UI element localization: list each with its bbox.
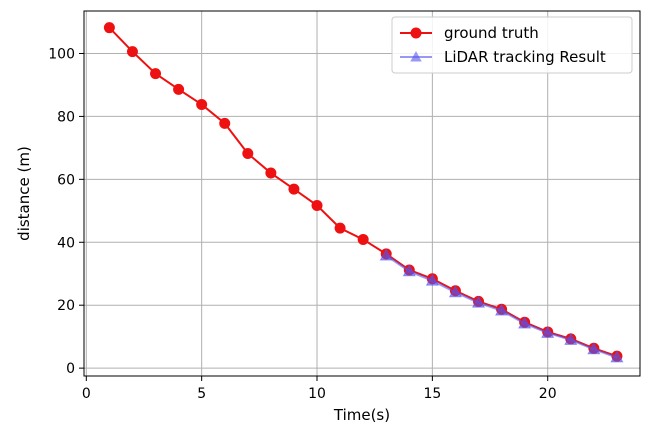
data-point xyxy=(610,350,624,363)
data-point xyxy=(402,264,416,277)
series-lidar-tracking xyxy=(379,248,624,363)
plot-frame xyxy=(83,10,641,377)
axis-ticks: 0 5 10 15 20 0 20 40 60 80 100 xyxy=(48,46,556,402)
data-point xyxy=(334,222,346,234)
data-point xyxy=(541,325,555,338)
y-tick-label: 40 xyxy=(57,235,75,251)
x-tick-label: 0 xyxy=(82,386,91,402)
data-point xyxy=(219,117,231,129)
grid-lines xyxy=(84,11,640,376)
data-point xyxy=(425,273,439,286)
data-point xyxy=(495,303,509,316)
data-point xyxy=(564,332,578,345)
legend: ground truth LiDAR tracking Result xyxy=(391,16,633,74)
data-point xyxy=(448,285,462,298)
x-tick-label: 5 xyxy=(197,386,206,402)
y-tick-label: 80 xyxy=(57,109,75,125)
x-axis-label: Time(s) xyxy=(333,406,390,424)
data-point xyxy=(357,233,369,245)
y-tick-label: 20 xyxy=(57,298,75,314)
data-point xyxy=(587,342,601,355)
x-tick-label: 15 xyxy=(423,386,441,402)
legend-box xyxy=(391,16,633,74)
data-point xyxy=(173,83,185,95)
data-point xyxy=(288,183,300,195)
legend-label: ground truth xyxy=(444,24,539,42)
data-point xyxy=(126,46,138,58)
data-point xyxy=(518,316,532,329)
y-axis-label: distance (m) xyxy=(15,146,33,241)
data-point xyxy=(311,199,323,211)
data-point xyxy=(242,148,254,160)
legend-label: LiDAR tracking Result xyxy=(444,48,606,66)
y-tick-label: 60 xyxy=(57,172,75,188)
y-tick-label: 0 xyxy=(66,361,75,377)
legend-marker-triangle xyxy=(410,51,422,62)
data-point xyxy=(471,295,486,308)
data-point xyxy=(265,167,277,179)
series-line xyxy=(108,26,618,358)
legend-marker-circle xyxy=(410,27,422,39)
data-point xyxy=(103,22,115,34)
x-tick-label: 20 xyxy=(539,386,557,402)
data-point xyxy=(150,68,162,80)
data-point xyxy=(196,98,208,110)
x-tick-label: 10 xyxy=(308,386,326,402)
y-tick-label: 100 xyxy=(48,46,75,62)
data-point xyxy=(379,248,393,261)
series-layer xyxy=(103,22,624,363)
